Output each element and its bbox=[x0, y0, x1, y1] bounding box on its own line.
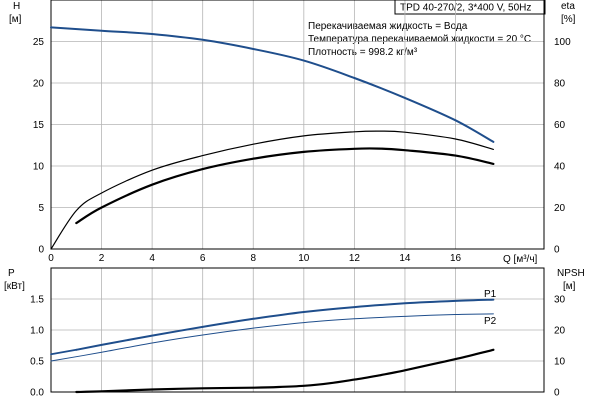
series-label-p1: P1 bbox=[484, 289, 497, 300]
top-y-tick-label: 0 bbox=[38, 245, 44, 256]
x-axis-label: Q [м³/ч] bbox=[503, 254, 538, 265]
top-y-label-name: H bbox=[13, 1, 20, 12]
top-y2-label-name: eta bbox=[561, 1, 575, 12]
bottom-series bbox=[51, 300, 493, 392]
bottom-y2-tick-label: 0 bbox=[554, 388, 560, 399]
bottom-y-label-name: P bbox=[8, 268, 15, 279]
bottom-y-tick-label: 1.5 bbox=[30, 295, 44, 306]
bottom-series-line-3 bbox=[76, 350, 493, 392]
top-y2-label-unit: [%] bbox=[561, 14, 576, 25]
x-tick-label: 14 bbox=[399, 253, 411, 264]
bottom-y2-label-unit: [м] bbox=[563, 281, 576, 292]
top-y2-tick-label: 80 bbox=[554, 79, 566, 90]
bottom-y2-tick-label: 20 bbox=[554, 326, 566, 337]
series-label-p2: P2 bbox=[484, 316, 497, 327]
top-y-tick-label: 20 bbox=[33, 79, 45, 90]
top-y2-tick-label: 60 bbox=[554, 120, 566, 131]
top-y-tick-label: 15 bbox=[33, 120, 45, 131]
x-tick-label: 0 bbox=[48, 253, 54, 264]
info-panel: TPD 40-270/2, 3*400 V, 50Hz Перекачиваем… bbox=[308, 0, 545, 58]
x-tick-label: 4 bbox=[149, 253, 155, 264]
top-series-line-1 bbox=[51, 131, 493, 249]
bottom-y2-tick-label: 10 bbox=[554, 357, 566, 368]
temperature-text: Температура перекачиваемой жидкости = 20… bbox=[308, 34, 531, 45]
bottom-y-tick-label: 0.5 bbox=[30, 357, 44, 368]
bottom-y2-tick-label: 30 bbox=[554, 295, 566, 306]
top-series bbox=[51, 27, 493, 249]
x-tick-label: 16 bbox=[450, 253, 462, 264]
x-tick-label: 12 bbox=[349, 253, 361, 264]
top-y-label-unit: [м] bbox=[9, 14, 22, 25]
bottom-tick-labels: 0.0 0.5 1.0 1.5 0 10 20 30 bbox=[30, 295, 565, 399]
top-y2-tick-label: 100 bbox=[554, 37, 571, 48]
bottom-series-line-2 bbox=[51, 314, 493, 361]
bottom-y-tick-label: 0.0 bbox=[30, 388, 44, 399]
top-y2-tick-label: 20 bbox=[554, 203, 566, 214]
top-y-tick-label: 10 bbox=[33, 162, 45, 173]
top-y2-tick-label: 40 bbox=[554, 162, 566, 173]
top-y-tick-label: 25 bbox=[33, 37, 45, 48]
x-tick-label: 10 bbox=[298, 253, 310, 264]
x-tick-label: 6 bbox=[200, 253, 206, 264]
bottom-series-line-1 bbox=[51, 350, 76, 354]
density-text: Плотность = 998.2 кг/м³ bbox=[308, 47, 418, 58]
x-tick-label: 2 bbox=[99, 253, 105, 264]
bottom-y-label-unit: [кВт] bbox=[4, 281, 25, 292]
top-tick-labels: 0 2 4 6 8 10 12 14 16 0 5 10 15 20 25 0 20 40 60 80 100 bbox=[33, 37, 571, 264]
liquid-text: Перекачиваемая жидкость = Вода bbox=[308, 21, 468, 32]
bottom-grid bbox=[51, 268, 544, 392]
x-tick-label: 8 bbox=[250, 253, 256, 264]
top-y-tick-label: 5 bbox=[38, 203, 44, 214]
top-series-line-2 bbox=[76, 148, 493, 223]
top-y2-tick-label: 0 bbox=[554, 245, 560, 256]
chart-title: TPD 40-270/2, 3*400 V, 50Hz bbox=[400, 3, 531, 14]
bottom-y2-label-name: NPSH bbox=[557, 268, 585, 279]
bottom-y-tick-label: 1.0 bbox=[30, 326, 44, 337]
